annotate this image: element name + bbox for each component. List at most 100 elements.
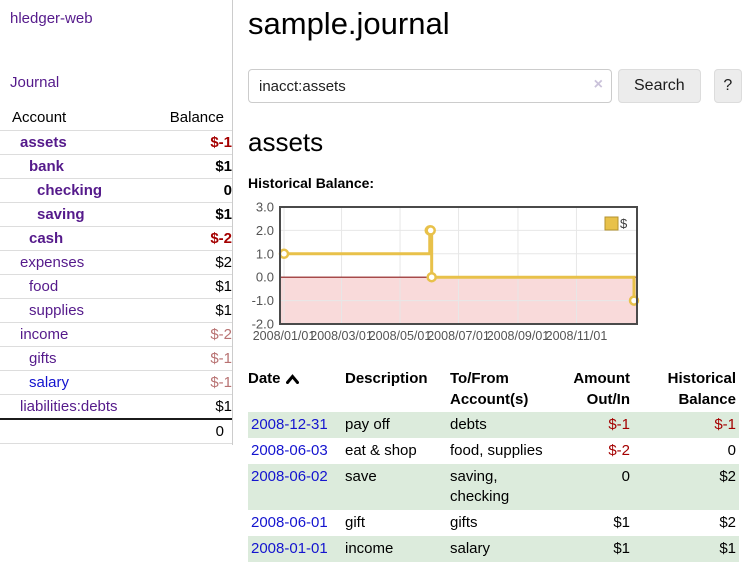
account-link[interactable]: food [29,278,59,295]
account-balance: $1 [151,298,232,323]
y-tick-label: -2.0 [252,317,274,332]
transaction-description: eat & shop [345,442,417,459]
account-link[interactable]: supplies [29,302,85,319]
search-button[interactable]: Search [618,69,701,103]
account-balance: $-2 [151,226,232,251]
account-balance: $-1 [151,370,232,395]
data-point-marker[interactable] [278,248,290,260]
register-row[interactable]: 2008-12-31 pay off debts $-1 $-1 [248,412,739,438]
transaction-date-link[interactable]: 2008-12-31 [251,416,328,433]
x-tick-label: 2008/03/01 [310,329,373,343]
account-link[interactable]: bank [29,158,65,175]
account-link[interactable]: income [20,326,69,343]
column-header-amount[interactable]: Amount Out/In [573,370,630,408]
help-button[interactable]: ? [713,69,742,103]
y-tick-label: 0.0 [256,270,274,285]
account-link[interactable]: liabilities:debts [20,397,118,415]
chart-title: Historical Balance: [248,175,375,191]
account-link[interactable]: checking [37,182,103,199]
page: hledger-web Journal Account Balance asse… [0,0,742,562]
transaction-balance: $2 [719,514,736,531]
transaction-amount: $1 [613,514,630,531]
transaction-description: income [345,540,394,557]
brand-link[interactable]: hledger-web [10,10,93,27]
transaction-accounts: saving, checking [450,468,510,505]
sort-ascending-icon [285,369,299,390]
account-row: income $-2 [0,322,232,347]
transaction-amount: $1 [613,540,630,557]
accounts-total-row: 0 [0,417,232,444]
account-balance: $1 [151,274,232,299]
x-tick-label: 2008/09/01 [487,329,550,343]
account-row: liabilities:debts $1 [0,395,232,419]
y-tick-label: -1.0 [252,293,274,308]
transaction-accounts: gifts [450,514,478,531]
column-header-description[interactable]: Description [345,370,428,387]
accounts-total-value: 0 [0,417,232,444]
transaction-accounts: debts [450,416,487,433]
account-link[interactable]: salary [29,374,70,391]
account-row: bank $1 [0,154,232,179]
account-balance: 0 [151,178,232,203]
column-header-balance[interactable]: Historical Balance [667,370,736,408]
transaction-description: save [345,468,377,485]
column-header-accounts[interactable]: To/From Account(s) [450,370,529,408]
main-content: sample.journal × Search ? assets Histori… [248,0,742,562]
column-header-date[interactable]: Date [248,366,345,412]
account-balance: $-2 [151,322,232,347]
transaction-date-cell: 2008-06-01 [248,510,345,536]
transaction-description: pay off [345,416,390,433]
accounts-header-balance: Balance [151,107,232,131]
transaction-accounts: salary [450,540,491,557]
account-row: saving $1 [0,202,232,227]
account-row: cash $-2 [0,226,232,251]
transaction-date-link[interactable]: 2008-06-02 [251,468,328,485]
transaction-date-cell: 2008-12-31 [248,412,345,438]
transaction-accounts: food, supplies [450,442,543,459]
clear-search-icon[interactable]: × [593,76,603,93]
transaction-date-link[interactable]: 2008-06-01 [251,514,328,531]
historical-balance-chart[interactable]: $3.0 2.0 1.0 0.0 -1.0 -2.0 2008/01/01 2008/03/0… [248,195,742,345]
account-balance: $1 [151,154,232,179]
transaction-balance: $-1 [714,416,736,433]
transaction-balance: $2 [719,468,736,485]
account-row: gifts $-1 [0,346,232,371]
transaction-description: gift [345,514,366,531]
register-header-row: Date Description To/From Account(s) Amou… [248,366,739,412]
data-point-marker[interactable] [425,225,436,236]
transaction-date-cell: 2008-01-01 [248,536,345,562]
transaction-amount: $-1 [608,416,630,433]
register-row[interactable]: 2008-06-02 save saving, checking 0 $2 [248,464,739,510]
data-point-marker[interactable] [426,271,437,283]
account-link[interactable]: expenses [20,254,85,271]
account-balance: $1 [151,202,232,227]
search-input[interactable] [248,69,612,103]
accounts-header-account: Account [0,107,152,131]
sidebar-item-journal[interactable]: Journal [10,74,60,91]
x-tick-label: 2008/07/01 [427,329,490,343]
account-row: checking 0 [0,178,232,203]
account-link[interactable]: saving [37,206,85,223]
account-row: food $1 [0,274,232,299]
y-tick-label: 2.0 [256,223,274,238]
register-table: Date Description To/From Account(s) Amou… [248,366,739,562]
account-heading: assets [248,127,324,157]
transaction-date-link[interactable]: 2008-01-01 [251,540,328,557]
register-row[interactable]: 2008-01-01 income salary $1 $1 [248,536,739,562]
account-link[interactable]: gifts [29,350,57,367]
transaction-date-cell: 2008-06-03 [248,438,345,464]
accounts-header-row: Account Balance [0,107,232,131]
balance-chart-svg: $3.0 2.0 1.0 0.0 -1.0 -2.02008/01/012008/03/0… [252,200,640,343]
legend-swatch [604,216,619,231]
legend-label: $ [620,216,628,231]
account-row: assets $-1 [0,130,232,155]
transaction-date-link[interactable]: 2008-06-03 [251,442,328,459]
account-link[interactable]: cash [29,230,64,247]
transaction-amount: $-2 [608,442,630,459]
register-row[interactable]: 2008-06-03 eat & shop food, supplies $-2 0 [248,438,739,464]
register-row[interactable]: 2008-06-01 gift gifts $1 $2 [248,510,739,536]
transaction-balance: 0 [727,442,736,459]
accounts-table: Account Balance assets $-1 bank $1 checking 0… [0,107,232,444]
account-link[interactable]: assets [20,134,67,151]
transaction-balance: $1 [719,540,736,557]
